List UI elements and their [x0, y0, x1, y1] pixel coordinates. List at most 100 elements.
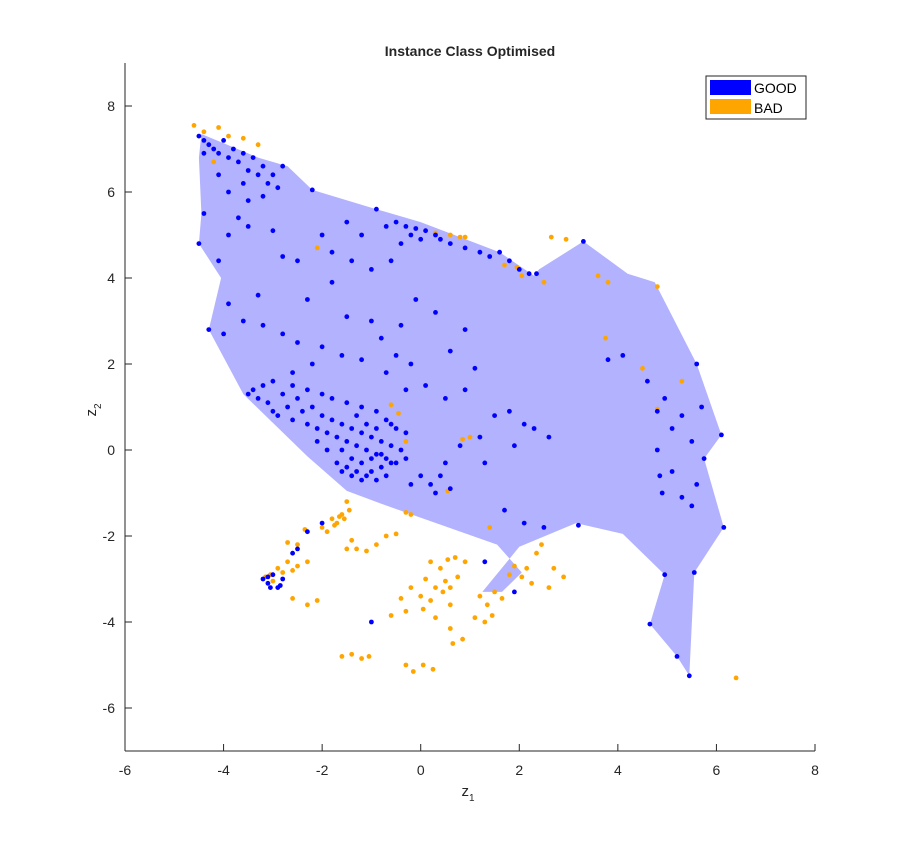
bad-point	[534, 550, 539, 556]
good-point	[226, 155, 231, 161]
legend-label-bad: BAD	[754, 100, 783, 116]
x-tick-label: -6	[119, 762, 132, 778]
good-point	[447, 348, 453, 354]
bad-point	[314, 245, 320, 251]
good-point	[344, 464, 350, 470]
bad-point	[329, 516, 335, 522]
y-tick-label: 4	[107, 270, 115, 286]
bad-point	[403, 510, 409, 515]
bad-point	[349, 537, 355, 543]
good-point	[403, 387, 409, 393]
x-tick-label: -4	[217, 762, 230, 778]
bad-point	[285, 540, 290, 545]
good-point	[196, 241, 202, 247]
bad-point	[595, 273, 601, 279]
bad-point	[529, 580, 534, 586]
good-point	[408, 232, 414, 238]
bad-point	[507, 572, 512, 578]
bad-point	[512, 563, 517, 569]
good-point	[369, 267, 374, 272]
bad-point	[447, 626, 453, 631]
good-point	[364, 473, 369, 479]
good-point	[309, 187, 315, 193]
bad-point	[319, 525, 325, 530]
good-point	[512, 589, 517, 595]
bad-point	[539, 542, 544, 547]
good-point	[324, 447, 330, 453]
good-point	[645, 378, 650, 384]
chart-title: Instance Class Optimised	[385, 43, 555, 59]
good-point	[285, 404, 290, 410]
good-point	[344, 439, 350, 444]
bad-point	[502, 262, 507, 268]
good-point	[236, 159, 241, 165]
good-point	[694, 361, 700, 367]
good-point	[265, 400, 271, 406]
good-point	[226, 301, 231, 307]
good-point	[275, 185, 281, 191]
bad-point	[270, 578, 276, 584]
good-point	[280, 254, 286, 259]
bad-point	[314, 598, 320, 603]
bad-point	[440, 589, 446, 595]
good-point	[260, 193, 266, 199]
good-point	[428, 482, 433, 487]
legend: GOOD BAD	[705, 75, 807, 120]
good-points	[196, 133, 727, 679]
bad-point	[280, 570, 286, 575]
legend-swatch-good	[710, 80, 751, 95]
bad-point	[305, 559, 310, 565]
good-point	[359, 430, 364, 436]
bad-point	[332, 522, 337, 528]
good-point	[280, 576, 286, 582]
good-point	[378, 451, 384, 457]
y-tick-label: 6	[107, 184, 115, 200]
bad-point	[403, 608, 409, 614]
good-point	[516, 267, 522, 272]
y-axis-label-main: z	[83, 409, 100, 417]
good-point	[398, 447, 404, 453]
bad-point	[457, 234, 463, 240]
good-point	[344, 314, 350, 320]
x-axis-ticks: -6 -4 -2 0 2 4 6 8	[119, 744, 819, 778]
bad-point	[467, 434, 473, 440]
bad-point	[364, 548, 369, 554]
good-point	[691, 570, 697, 575]
good-point	[339, 469, 345, 474]
good-point	[324, 430, 330, 436]
good-point	[581, 239, 586, 244]
good-point	[255, 172, 261, 178]
good-point	[216, 258, 222, 264]
x-tick-label: 2	[515, 762, 523, 778]
good-point	[250, 155, 256, 161]
good-point	[260, 576, 266, 582]
good-point	[674, 654, 680, 659]
y-tick-label: 8	[107, 98, 115, 114]
good-point	[482, 559, 488, 565]
good-point	[482, 460, 488, 466]
good-point	[359, 477, 364, 483]
bad-point	[546, 585, 552, 590]
good-point	[277, 583, 283, 588]
legend-swatch-bad	[710, 99, 751, 114]
good-point	[374, 451, 379, 457]
bad-point	[605, 279, 611, 285]
y-tick-label: -6	[103, 700, 116, 716]
good-point	[447, 241, 453, 247]
good-point	[492, 413, 497, 418]
good-point	[369, 619, 374, 625]
good-point	[201, 211, 207, 216]
bad-point	[403, 439, 409, 444]
good-point	[423, 383, 428, 388]
bad-point	[462, 559, 468, 565]
good-point	[295, 340, 300, 345]
good-point	[265, 181, 271, 186]
good-point	[477, 434, 483, 440]
bad-point	[240, 135, 246, 141]
good-point	[280, 331, 286, 337]
good-point	[349, 258, 355, 264]
bad-point	[733, 675, 739, 681]
bad-point	[460, 636, 465, 642]
good-point	[349, 456, 355, 461]
